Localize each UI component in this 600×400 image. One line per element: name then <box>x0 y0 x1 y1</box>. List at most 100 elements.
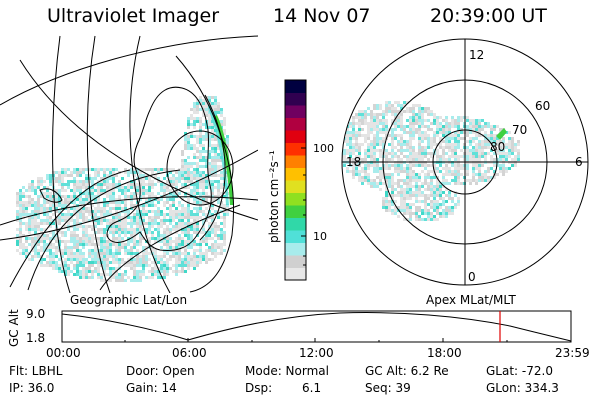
aurora-pixel <box>400 128 403 131</box>
aurora-pixel <box>442 182 445 185</box>
aurora-pixel <box>439 128 442 131</box>
aurora-pixel <box>415 119 418 122</box>
aurora-pixel <box>202 237 205 240</box>
aurora-pixel <box>373 152 376 155</box>
aurora-pixel <box>127 189 130 192</box>
aurora-pixel <box>436 119 439 122</box>
aurora-pixel <box>97 255 100 258</box>
aurora-pixel <box>379 167 382 170</box>
aurora-pixel <box>115 204 118 207</box>
aurora-pixel <box>493 152 496 155</box>
aurora-pixel <box>484 170 487 173</box>
aurora-pixel <box>202 114 205 117</box>
aurora-pixel <box>193 168 196 171</box>
aurora-pixel <box>46 219 49 222</box>
aurora-pixel <box>148 228 151 231</box>
aurora-pixel <box>205 219 208 222</box>
aurora-pixel <box>157 177 160 180</box>
aurora-pixel <box>211 207 214 210</box>
aurora-pixel <box>400 185 403 188</box>
aurora-pixel <box>451 155 454 158</box>
aurora-pixel <box>100 213 103 216</box>
aurora-pixel <box>487 134 490 137</box>
aurora-pixel <box>496 140 499 143</box>
aurora-pixel <box>361 170 364 173</box>
aurora-pixel <box>202 147 205 150</box>
aurora-pixel <box>418 149 421 152</box>
aurora-pixel <box>208 144 211 147</box>
aurora-pixel <box>127 231 130 234</box>
aurora-pixel <box>430 203 433 206</box>
aurora-pixel <box>349 122 352 125</box>
aurora-pixel <box>91 189 94 192</box>
aurora-pixel <box>478 146 481 149</box>
aurora-pixel <box>409 134 412 137</box>
mlt-label-12: 12 <box>469 48 484 62</box>
aurora-pixel <box>433 149 436 152</box>
aurora-pixel <box>208 237 211 240</box>
aurora-pixel <box>64 249 67 252</box>
aurora-pixel <box>178 237 181 240</box>
aurora-pixel <box>67 168 70 171</box>
aurora-pixel <box>85 243 88 246</box>
aurora-pixel <box>106 180 109 183</box>
aurora-pixel <box>58 198 61 201</box>
aurora-pixel <box>121 189 124 192</box>
aurora-pixel <box>118 243 121 246</box>
aurora-pixel <box>133 192 136 195</box>
aurora-pixel <box>409 149 412 152</box>
aurora-pixel <box>49 246 52 249</box>
aurora-pixel <box>46 195 49 198</box>
aurora-pixel <box>76 228 79 231</box>
aurora-pixel <box>202 252 205 255</box>
aurora-pixel <box>418 116 421 119</box>
aurora-pixel <box>184 141 187 144</box>
aurora-pixel <box>154 237 157 240</box>
aurora-pixel <box>160 261 163 264</box>
aurora-pixel <box>118 240 121 243</box>
aurora-pixel <box>133 222 136 225</box>
aurora-pixel <box>196 105 199 108</box>
aurora-pixel <box>94 171 97 174</box>
aurora-pixel <box>163 270 166 273</box>
aurora-pixel <box>514 155 517 158</box>
aurora-pixel <box>112 243 115 246</box>
aurora-pixel <box>391 203 394 206</box>
aurora-pixel <box>97 174 100 177</box>
aurora-pixel <box>19 192 22 195</box>
aurora-pixel <box>358 125 361 128</box>
colorbar-segment <box>285 217 306 231</box>
aurora-pixel <box>61 177 64 180</box>
aurora-pixel <box>133 204 136 207</box>
aurora-pixel <box>487 137 490 140</box>
aurora-pixel <box>178 192 181 195</box>
gc-alt-ticks <box>61 338 572 342</box>
aurora-pixel <box>454 179 457 182</box>
aurora-pixel <box>415 218 418 221</box>
aurora-pixel <box>400 110 403 113</box>
aurora-pixel <box>85 183 88 186</box>
aurora-pixel <box>64 225 67 228</box>
aurora-pixel <box>199 138 202 141</box>
aurora-pixel <box>355 164 358 167</box>
time-label-1200: 12:00 <box>299 346 334 360</box>
aurora-pixel <box>136 189 139 192</box>
aurora-pixel <box>391 182 394 185</box>
aurora-pixel <box>367 107 370 110</box>
aurora-pixel <box>166 189 169 192</box>
aurora-pixel <box>88 237 91 240</box>
aurora-pixel <box>157 192 160 195</box>
aurora-pixel <box>478 173 481 176</box>
aurora-pixel <box>103 171 106 174</box>
aurora-pixel <box>349 152 352 155</box>
aurora-pixel <box>490 149 493 152</box>
time-label: 20:39:00 UT <box>430 5 547 27</box>
aurora-pixel <box>73 168 76 171</box>
aurora-pixel <box>448 191 451 194</box>
aurora-pixel <box>34 252 37 255</box>
aurora-pixel <box>220 222 223 225</box>
aurora-pixel <box>406 110 409 113</box>
aurora-pixel <box>187 213 190 216</box>
aurora-pixel <box>88 267 91 270</box>
aurora-pixel <box>100 177 103 180</box>
